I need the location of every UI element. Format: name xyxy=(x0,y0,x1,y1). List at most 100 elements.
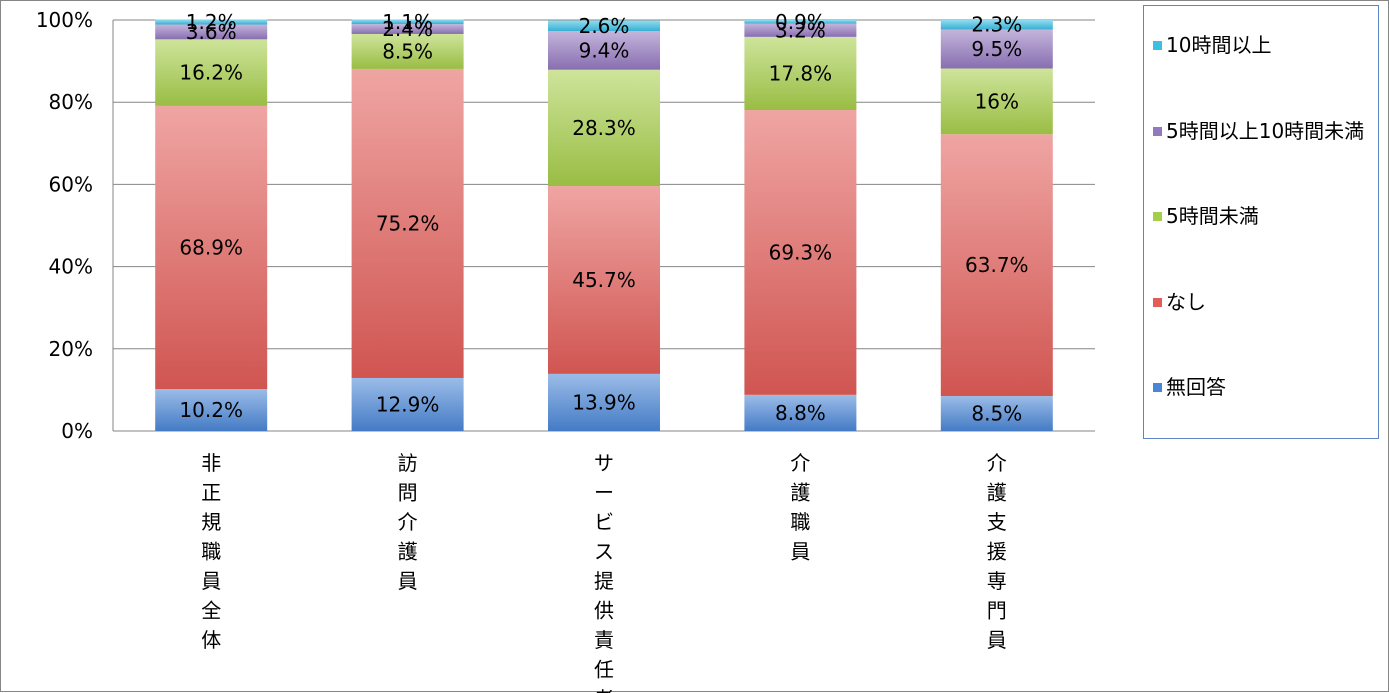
x-category-char: サ xyxy=(594,451,614,475)
data-label: 0.9% xyxy=(775,10,826,34)
data-label: 45.7% xyxy=(572,268,636,292)
x-category-char: 専 xyxy=(987,569,1007,593)
data-label: 2.4% xyxy=(382,17,433,41)
y-tick-label: 40% xyxy=(49,255,93,279)
x-category-char: 員 xyxy=(790,540,810,564)
y-tick-label: 20% xyxy=(49,337,93,361)
legend-label: 5時間以上10時間未満 xyxy=(1166,119,1365,143)
x-category-char: 非 xyxy=(201,451,221,475)
x-category-char: 員 xyxy=(201,569,221,593)
bar-segment xyxy=(155,19,268,25)
x-category-char: 規 xyxy=(201,510,221,534)
bar-segment xyxy=(744,394,857,431)
axes: 0%20%40%60%80%100%非正規職員全体訪問介護員サービス提供責任者介… xyxy=(36,8,1007,693)
legend-swatch xyxy=(1153,212,1162,221)
x-category-char: 職 xyxy=(790,510,810,534)
legend-label: 無回答 xyxy=(1166,375,1226,399)
data-label: 8.5% xyxy=(971,402,1022,426)
data-label: 16% xyxy=(975,89,1019,113)
y-tick-label: 60% xyxy=(49,172,93,196)
x-category-char: ー xyxy=(594,481,614,505)
bar-segment xyxy=(155,105,268,390)
y-tick-label: 80% xyxy=(49,90,93,114)
bar-segment xyxy=(744,110,857,395)
legend-swatch xyxy=(1153,41,1162,50)
bar-segment xyxy=(548,31,660,70)
x-category-char: 責 xyxy=(594,628,614,652)
y-tick-label: 0% xyxy=(61,419,93,443)
x-category-char: 全 xyxy=(201,599,221,623)
x-category-char: 供 xyxy=(594,599,614,623)
legend-swatch xyxy=(1153,298,1162,307)
data-label: 75.2% xyxy=(376,211,440,235)
legend-label: なし xyxy=(1166,290,1206,314)
legend-item-no-answer: 無回答 xyxy=(1153,370,1376,404)
bar-segment xyxy=(940,134,1053,397)
bar-segment xyxy=(744,23,857,37)
bar-segment xyxy=(548,20,660,32)
data-label: 2.6% xyxy=(579,14,630,38)
x-category-label: サービス提供責任者 xyxy=(594,451,614,693)
bar-segment xyxy=(940,68,1053,135)
x-category-char: 正 xyxy=(201,481,221,505)
data-label: 9.4% xyxy=(579,38,630,62)
bar-segment xyxy=(155,24,268,40)
legend: 10時間以上 5時間以上10時間未満 5時間未満 なし 無回答 xyxy=(1143,5,1379,439)
data-labels: 10.2%68.9%16.2%3.6%1.2%12.9%75.2%8.5%2.4… xyxy=(179,10,1028,426)
x-category-char: 介 xyxy=(398,510,418,534)
legend-swatch xyxy=(1153,383,1162,392)
x-category-char: ビ xyxy=(594,510,614,534)
legend-item-under-5h: 5時間未満 xyxy=(1153,199,1376,233)
data-label: 3.2% xyxy=(775,18,826,42)
bar-segment xyxy=(351,19,464,25)
x-category-char: 問 xyxy=(398,481,418,505)
data-label: 68.9% xyxy=(179,235,243,259)
legend-label: 10時間以上 xyxy=(1166,33,1272,57)
bar-segment xyxy=(548,69,660,187)
data-label: 63.7% xyxy=(965,253,1029,277)
data-label: 17.8% xyxy=(769,61,833,85)
x-category-char: 員 xyxy=(398,569,418,593)
data-label: 3.6% xyxy=(186,20,237,44)
bar-segment xyxy=(548,373,660,431)
bar-segment xyxy=(155,39,268,106)
data-label: 8.8% xyxy=(775,401,826,425)
x-category-char: 職 xyxy=(201,540,221,564)
legend-item-5h-to-10h: 5時間以上10時間未満 xyxy=(1153,114,1376,148)
x-category-char: 護 xyxy=(398,540,418,564)
data-label: 2.3% xyxy=(971,13,1022,37)
legend-item-none: なし xyxy=(1153,285,1376,319)
data-label: 1.1% xyxy=(382,10,433,34)
x-category-char: 護 xyxy=(987,481,1007,505)
bar-segment xyxy=(351,377,464,431)
legend-label: 5時間未満 xyxy=(1166,204,1259,228)
bar-segment xyxy=(744,20,857,24)
legend-swatch xyxy=(1153,127,1162,136)
x-category-char: 護 xyxy=(790,481,810,505)
legend-item-10h-plus: 10時間以上 xyxy=(1153,28,1376,62)
data-label: 69.3% xyxy=(769,240,833,264)
data-label: 28.3% xyxy=(572,116,636,140)
data-label: 10.2% xyxy=(179,398,243,422)
bar-segment xyxy=(940,20,1053,30)
data-label: 12.9% xyxy=(376,392,440,416)
data-label: 8.5% xyxy=(382,39,433,63)
x-category-char: 員 xyxy=(987,628,1007,652)
bar-segment xyxy=(744,36,857,111)
bar-segment xyxy=(351,24,464,34)
bar-segment xyxy=(940,396,1053,431)
bar-segment xyxy=(940,29,1053,69)
data-label: 9.5% xyxy=(971,37,1022,61)
bar-segment xyxy=(548,186,660,374)
x-category-char: 訪 xyxy=(398,451,418,475)
x-category-char: 任 xyxy=(594,658,614,682)
x-category-char: 介 xyxy=(987,451,1007,475)
bar-segment xyxy=(351,33,464,69)
y-tick-label: 100% xyxy=(36,8,93,32)
bars xyxy=(155,19,1053,431)
